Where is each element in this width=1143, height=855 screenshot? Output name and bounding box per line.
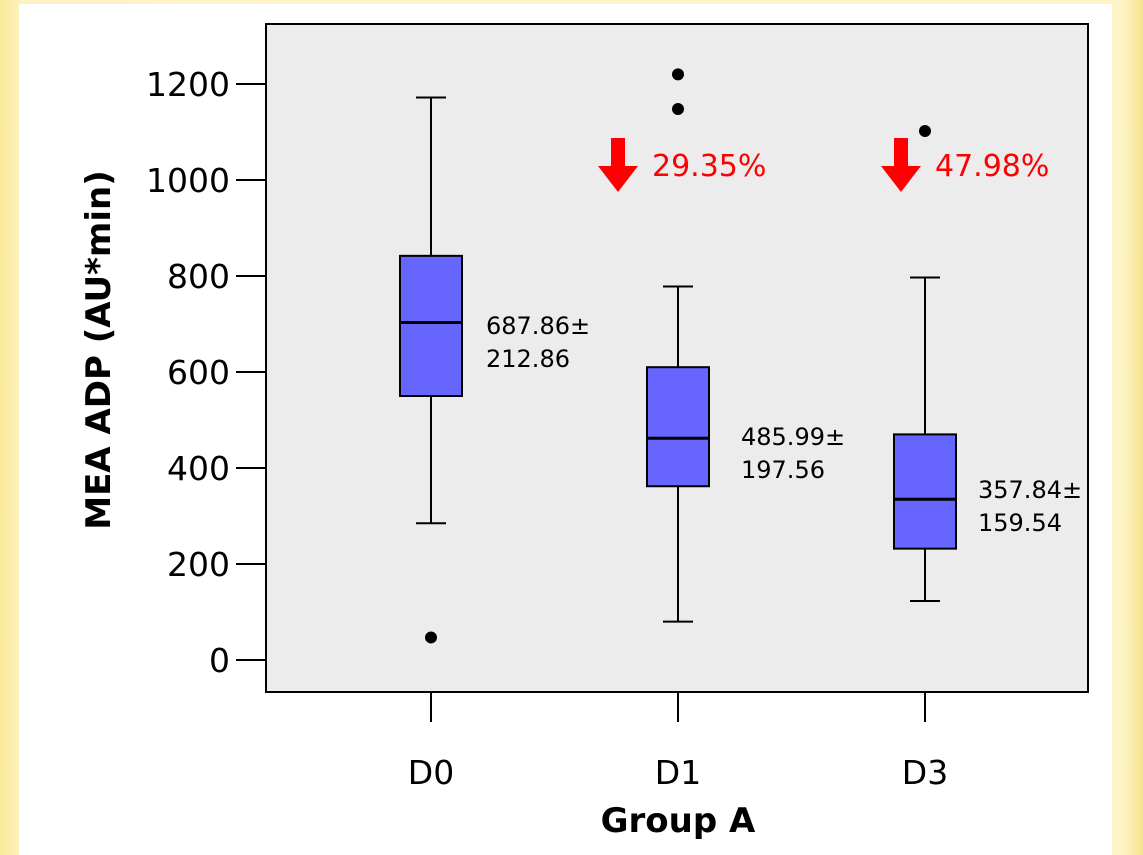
- stat-label-line2: 159.54: [978, 509, 1062, 537]
- y-tick-label: 1200: [146, 65, 230, 104]
- decrease-D1: 29.35%: [598, 138, 766, 192]
- y-tick-label: 1000: [146, 161, 230, 200]
- stat-label-line2: 197.56: [741, 456, 825, 484]
- y-axis-title: MEA ADP (AU*min): [79, 170, 119, 530]
- iqr-box: [399, 254, 463, 397]
- y-axis: 0 200 400 600 800 1000 1200: [146, 65, 266, 680]
- decrease-percent: 47.98%: [935, 149, 1049, 184]
- outlier-point: [672, 68, 684, 81]
- outlier-point: [672, 102, 684, 115]
- y-tick-label: 200: [167, 545, 230, 584]
- stat-label-line2: 212.86: [486, 345, 570, 373]
- stat-label-line1: 357.84±: [978, 476, 1082, 504]
- x-axis: D0 D1 D3: [408, 692, 948, 792]
- iqr-box: [893, 433, 957, 550]
- stat-label-line1: 687.86±: [486, 312, 590, 340]
- down-arrow-icon: [881, 138, 921, 192]
- outlier-point: [425, 631, 437, 644]
- x-axis-title: Group A: [601, 801, 756, 841]
- box-D1: [646, 68, 710, 623]
- x-tick-label: D1: [655, 753, 701, 792]
- box-D0: [399, 96, 463, 644]
- annotations: 687.86± 212.86 485.99± 197.56 357.84± 159.54 2…: [486, 138, 1082, 537]
- box-D3: [893, 125, 957, 602]
- iqr-box: [646, 366, 710, 488]
- y-tick-label: 0: [209, 641, 230, 680]
- down-arrow-icon: [598, 138, 638, 192]
- x-tick-label: D0: [408, 753, 454, 792]
- stat-label-line1: 485.99±: [741, 423, 845, 451]
- x-tick-label: D3: [902, 753, 948, 792]
- boxes: [399, 68, 957, 644]
- decrease-percent: 29.35%: [652, 149, 766, 184]
- y-tick-label: 800: [167, 257, 230, 296]
- decrease-D3: 47.98%: [881, 138, 1049, 192]
- y-tick-label: 600: [167, 353, 230, 392]
- outlier-point: [919, 125, 931, 138]
- y-tick-label: 400: [167, 449, 230, 488]
